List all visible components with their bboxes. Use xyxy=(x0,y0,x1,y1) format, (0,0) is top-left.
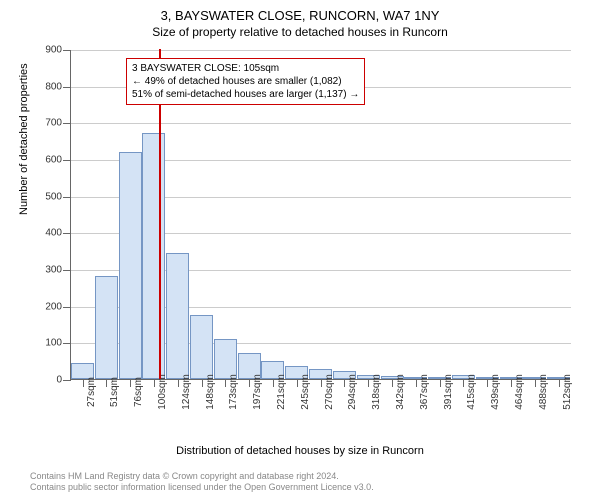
y-tick xyxy=(63,270,71,271)
x-tick xyxy=(559,379,560,387)
x-tick xyxy=(106,379,107,387)
x-tick-label: 464sqm xyxy=(514,374,525,410)
y-tick-label: 200 xyxy=(32,301,62,312)
x-tick-label: 148sqm xyxy=(205,374,216,410)
histogram-bar xyxy=(119,152,142,379)
x-tick xyxy=(202,379,203,387)
grid-line xyxy=(71,123,571,124)
footer-line2: Contains public sector information licen… xyxy=(30,482,374,494)
x-tick-label: 197sqm xyxy=(252,374,263,410)
x-tick-label: 173sqm xyxy=(228,374,239,410)
y-tick-label: 500 xyxy=(32,191,62,202)
annotation-line: 51% of semi-detached houses are larger (… xyxy=(132,88,359,101)
y-tick-label: 400 xyxy=(32,228,62,239)
x-tick xyxy=(487,379,488,387)
x-tick xyxy=(416,379,417,387)
plot-area: 010020030040050060070080090027sqm51sqm76… xyxy=(70,50,570,380)
x-tick-label: 294sqm xyxy=(347,374,358,410)
x-tick-label: 51sqm xyxy=(109,377,120,407)
y-tick xyxy=(63,87,71,88)
x-tick xyxy=(154,379,155,387)
x-tick-label: 318sqm xyxy=(371,374,382,410)
annotation-line: ← 49% of detached houses are smaller (1,… xyxy=(132,75,359,88)
y-tick-label: 100 xyxy=(32,338,62,349)
x-tick-label: 367sqm xyxy=(419,374,430,410)
y-tick-label: 600 xyxy=(32,155,62,166)
chart-title: 3, BAYSWATER CLOSE, RUNCORN, WA7 1NY xyxy=(0,0,600,23)
x-tick xyxy=(392,379,393,387)
y-tick xyxy=(63,380,71,381)
x-tick-label: 488sqm xyxy=(538,374,549,410)
y-tick-label: 800 xyxy=(32,81,62,92)
x-tick xyxy=(321,379,322,387)
x-tick-label: 100sqm xyxy=(157,374,168,410)
x-tick-label: 439sqm xyxy=(490,374,501,410)
x-tick-label: 76sqm xyxy=(133,377,144,407)
x-tick xyxy=(273,379,274,387)
x-tick-label: 415sqm xyxy=(466,374,477,410)
y-tick-label: 700 xyxy=(32,118,62,129)
x-axis-title: Distribution of detached houses by size … xyxy=(0,445,600,457)
y-tick-label: 900 xyxy=(32,45,62,56)
y-tick xyxy=(63,233,71,234)
x-tick-label: 27sqm xyxy=(86,377,97,407)
x-tick xyxy=(178,379,179,387)
y-tick xyxy=(63,50,71,51)
y-axis-title: Number of detached properties xyxy=(18,63,30,215)
y-tick-label: 300 xyxy=(32,265,62,276)
y-tick xyxy=(63,160,71,161)
x-tick-label: 512sqm xyxy=(562,374,573,410)
histogram-bar xyxy=(142,133,165,379)
x-tick-label: 391sqm xyxy=(443,374,454,410)
x-tick xyxy=(368,379,369,387)
annotation-line: 3 BAYSWATER CLOSE: 105sqm xyxy=(132,62,359,75)
x-tick-label: 245sqm xyxy=(300,374,311,410)
x-tick xyxy=(249,379,250,387)
x-tick-label: 270sqm xyxy=(324,374,335,410)
x-tick-label: 124sqm xyxy=(181,374,192,410)
grid-line xyxy=(71,50,571,51)
footer-line1: Contains HM Land Registry data © Crown c… xyxy=(30,471,374,483)
x-tick-label: 221sqm xyxy=(276,374,287,410)
chart-area: 010020030040050060070080090027sqm51sqm76… xyxy=(70,50,570,405)
histogram-bar xyxy=(190,315,213,379)
x-tick xyxy=(130,379,131,387)
x-tick xyxy=(297,379,298,387)
x-tick xyxy=(535,379,536,387)
y-tick xyxy=(63,307,71,308)
chart-subtitle: Size of property relative to detached ho… xyxy=(0,23,600,39)
x-tick xyxy=(83,379,84,387)
y-tick xyxy=(63,343,71,344)
histogram-bar xyxy=(214,339,237,379)
footer-attribution: Contains HM Land Registry data © Crown c… xyxy=(30,471,374,494)
histogram-bar xyxy=(95,276,118,379)
x-tick xyxy=(511,379,512,387)
x-tick xyxy=(463,379,464,387)
y-tick xyxy=(63,123,71,124)
histogram-bar xyxy=(166,253,189,380)
x-tick xyxy=(440,379,441,387)
x-tick-label: 342sqm xyxy=(395,374,406,410)
y-tick-label: 0 xyxy=(32,375,62,386)
annotation-box: 3 BAYSWATER CLOSE: 105sqm← 49% of detach… xyxy=(126,58,365,105)
y-tick xyxy=(63,197,71,198)
x-tick xyxy=(225,379,226,387)
x-tick xyxy=(344,379,345,387)
